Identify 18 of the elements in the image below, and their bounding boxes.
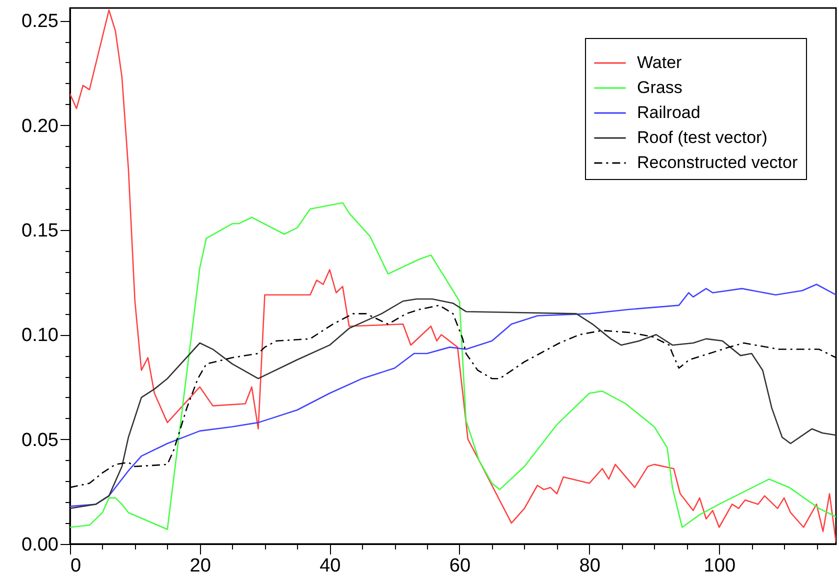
legend-label: Grass bbox=[637, 78, 682, 97]
x-tick-label: 20 bbox=[190, 556, 211, 576]
x-tick-label: 80 bbox=[579, 556, 600, 576]
y-tick-label: 0.20 bbox=[22, 116, 58, 137]
x-tick-label: 60 bbox=[449, 556, 471, 576]
y-tick-label: 0.00 bbox=[22, 534, 58, 556]
y-tick-label: 0.05 bbox=[22, 430, 58, 451]
legend-label: Roof (test vector) bbox=[637, 128, 768, 147]
line-series bbox=[70, 202, 836, 530]
legend-label: Water bbox=[637, 53, 682, 72]
x-tick-label: 0 bbox=[70, 556, 82, 576]
x-tick-label: 40 bbox=[320, 556, 341, 576]
legend-label: Railroad bbox=[637, 103, 700, 122]
y-tick-label: 0.15 bbox=[22, 220, 58, 242]
x-tick-label: 100 bbox=[704, 556, 736, 576]
legend-label: Reconstructed vector bbox=[637, 153, 798, 172]
y-tick-label: 0.25 bbox=[22, 11, 58, 32]
y-tick-label: 0.10 bbox=[22, 325, 58, 346]
